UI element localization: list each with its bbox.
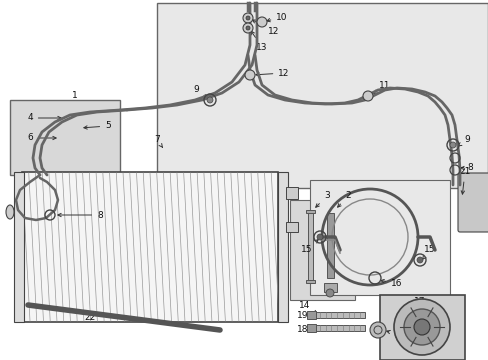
Circle shape <box>243 23 252 33</box>
Bar <box>157 3 487 188</box>
Circle shape <box>244 70 254 80</box>
Bar <box>326 213 333 278</box>
Text: 11: 11 <box>373 81 390 94</box>
Text: 9: 9 <box>193 85 206 98</box>
Circle shape <box>362 91 372 101</box>
Bar <box>306 324 315 332</box>
Bar <box>305 280 314 283</box>
Circle shape <box>245 16 249 20</box>
Bar <box>285 222 297 232</box>
Bar <box>289 200 354 300</box>
Circle shape <box>413 319 429 335</box>
Text: 20: 20 <box>386 330 405 339</box>
Bar <box>14 172 24 322</box>
Text: 15: 15 <box>301 240 318 255</box>
Bar <box>22 172 278 322</box>
Text: 13: 13 <box>251 31 267 51</box>
FancyBboxPatch shape <box>457 173 488 232</box>
Text: 19: 19 <box>297 310 311 320</box>
Bar <box>314 312 364 318</box>
Bar <box>307 210 312 280</box>
Ellipse shape <box>6 205 14 219</box>
Bar <box>278 172 287 322</box>
Circle shape <box>403 309 439 345</box>
Text: 12: 12 <box>252 20 279 36</box>
Circle shape <box>245 26 249 30</box>
Text: 10: 10 <box>266 13 287 22</box>
Bar <box>285 187 297 199</box>
Text: 6: 6 <box>27 134 56 143</box>
Circle shape <box>325 289 333 297</box>
Bar <box>379 295 464 360</box>
Text: 22: 22 <box>81 311 96 323</box>
Text: 4: 4 <box>27 113 61 122</box>
Bar <box>305 210 314 213</box>
Text: 5: 5 <box>83 122 111 130</box>
Text: 3: 3 <box>315 192 329 207</box>
Circle shape <box>393 299 449 355</box>
Text: 16: 16 <box>380 279 402 288</box>
Circle shape <box>449 142 455 148</box>
Text: 1: 1 <box>72 90 78 99</box>
Circle shape <box>369 322 385 338</box>
Circle shape <box>316 234 323 240</box>
Text: 18: 18 <box>297 325 311 334</box>
Text: 21: 21 <box>458 167 470 194</box>
Text: 8: 8 <box>460 163 472 172</box>
Text: 14: 14 <box>299 301 316 314</box>
Circle shape <box>206 97 213 103</box>
Text: 9: 9 <box>457 135 469 146</box>
Circle shape <box>416 257 422 263</box>
Bar <box>314 325 364 331</box>
Bar <box>10 100 120 175</box>
Text: 2: 2 <box>337 192 350 207</box>
Text: 17: 17 <box>407 297 425 317</box>
Bar <box>324 283 336 292</box>
Bar <box>306 311 315 319</box>
Circle shape <box>243 13 252 23</box>
Text: 15: 15 <box>422 246 435 260</box>
Text: 12: 12 <box>255 68 289 77</box>
Text: 7: 7 <box>154 135 162 148</box>
Bar <box>309 180 449 295</box>
Circle shape <box>257 17 266 27</box>
Text: 8: 8 <box>58 211 102 220</box>
